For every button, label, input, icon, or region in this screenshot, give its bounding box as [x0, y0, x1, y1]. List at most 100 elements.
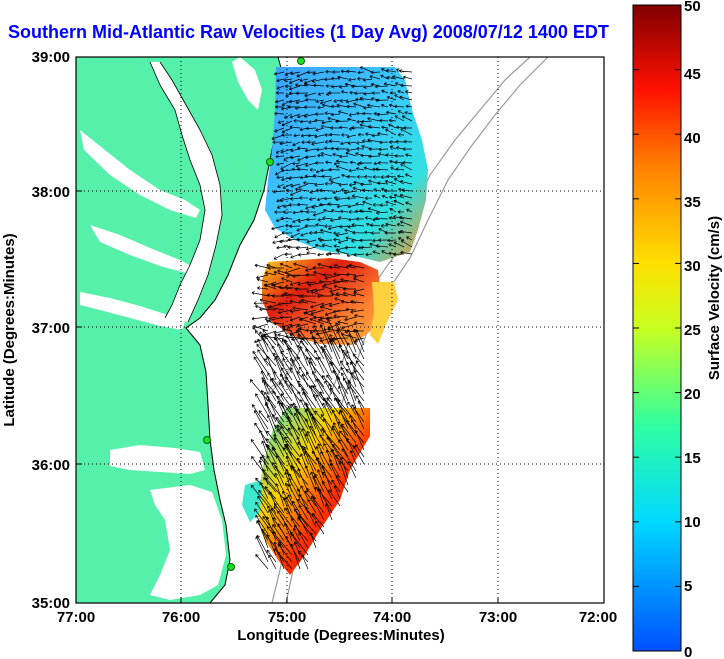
- velocity-arrow: [301, 554, 309, 570]
- velocity-arrow: [283, 113, 293, 119]
- velocity-arrow: [257, 338, 269, 360]
- x-axis-label: Longitude (Degrees:Minutes): [237, 627, 445, 644]
- velocity-arrow: [336, 249, 349, 255]
- velocity-arrow: [266, 455, 277, 472]
- velocity-arrow: [309, 231, 317, 235]
- velocity-arrow: [289, 383, 301, 409]
- potomac-river: [80, 130, 200, 218]
- velocity-arrow: [397, 210, 405, 214]
- velocity-arrow: [295, 187, 309, 192]
- velocity-arrow: [336, 204, 349, 209]
- velocity-arrow: [315, 446, 325, 465]
- velocity-arrow: [303, 446, 317, 472]
- x-tick-label: 74:00: [373, 609, 411, 626]
- velocity-arrow: [282, 210, 293, 214]
- velocity-arrow: [385, 200, 397, 206]
- velocity-arrow: [280, 216, 293, 221]
- velocity-arrow: [331, 76, 341, 81]
- colorbar-tick-label: 5: [684, 578, 692, 595]
- velocity-arrow: [349, 361, 365, 381]
- velocity-arrow: [264, 271, 277, 276]
- velocity-arrow: [296, 436, 309, 465]
- velocity-arrow: [354, 430, 365, 451]
- velocity-arrow: [324, 309, 341, 316]
- velocity-arrow: [370, 223, 381, 228]
- velocity-arrow: [287, 105, 301, 109]
- velocity-arrow: [304, 451, 317, 479]
- velocity-arrow: [284, 84, 293, 89]
- velocity-arrow: [266, 414, 277, 437]
- velocity-arrow: [262, 469, 277, 486]
- velocity-arrow: [262, 329, 277, 346]
- velocity-arrow: [360, 120, 373, 124]
- velocity-arrow: [375, 244, 389, 248]
- velocity-arrow: [306, 251, 317, 255]
- velocity-arrow: [279, 382, 293, 402]
- velocity-arrow: [290, 71, 301, 76]
- velocity-arrow: [359, 238, 373, 243]
- velocity-arrow: [398, 236, 405, 241]
- velocity-arrow: [355, 360, 365, 374]
- velocity-arrow: [321, 428, 341, 451]
- velocity-arrow: [304, 92, 317, 98]
- velocity-arrow: [298, 183, 309, 189]
- velocity-arrow: [318, 279, 333, 284]
- velocity-arrow: [346, 104, 357, 109]
- velocity-arrow: [300, 133, 309, 138]
- velocity-arrow: [399, 180, 413, 185]
- velocity-arrow: [347, 461, 357, 479]
- velocity-arrow: [368, 147, 381, 152]
- velocity-arrow: [289, 224, 301, 229]
- velocity-arrow: [375, 216, 389, 221]
- velocity-arrow: [333, 263, 349, 269]
- velocity-arrow: [325, 84, 332, 88]
- velocity-arrow: [394, 115, 405, 122]
- velocity-arrow: [276, 429, 293, 451]
- velocity-arrow: [309, 425, 325, 451]
- velocity-arrow: [267, 305, 285, 311]
- velocity-arrow: [280, 393, 293, 409]
- velocity-arrow: [395, 146, 405, 150]
- velocity-arrow: [333, 162, 341, 166]
- velocity-arrow: [301, 298, 317, 304]
- velocity-arrow: [340, 367, 349, 381]
- velocity-arrow: [325, 92, 333, 96]
- velocity-arrow: [266, 549, 277, 563]
- velocity-arrow: [397, 132, 405, 137]
- velocity-arrow: [349, 450, 357, 465]
- velocity-arrow: [396, 125, 405, 130]
- velocity-arrow: [370, 70, 381, 75]
- velocity-arrow: [344, 316, 357, 322]
- velocity-arrow: [324, 146, 333, 151]
- bathymetry-contour: [267, 349, 301, 396]
- velocity-arrow: [335, 475, 349, 493]
- velocity-arrow: [328, 167, 341, 172]
- velocity-arrow: [265, 477, 285, 500]
- velocity-arrow: [356, 175, 365, 179]
- velocity-arrow: [283, 244, 293, 249]
- velocity-arrow: [347, 379, 365, 402]
- velocity-arrow: [312, 265, 325, 270]
- velocity-arrow: [253, 301, 269, 306]
- velocity-arrow: [297, 468, 309, 493]
- velocity-arrow: [333, 284, 349, 290]
- velocity-arrow: [315, 99, 325, 104]
- chesapeake-bay: [150, 62, 222, 322]
- velocity-arrow: [328, 176, 341, 182]
- velocity-arrow: [267, 398, 285, 423]
- velocity-arrow: [402, 160, 413, 165]
- velocity-arrow: [363, 85, 373, 89]
- velocity-arrow: [304, 224, 317, 228]
- velocity-arrow: [332, 70, 340, 74]
- velocity-arrow: [357, 400, 365, 416]
- velocity-arrow: [316, 378, 333, 402]
- velocity-arrow: [315, 127, 325, 132]
- velocity-arrow: [353, 321, 365, 325]
- x-tick-label: 73:00: [479, 609, 517, 626]
- velocity-arrow: [315, 520, 325, 535]
- velocity-arrow: [385, 222, 397, 227]
- velocity-arrow: [292, 218, 301, 223]
- velocity-arrow: [371, 133, 381, 138]
- velocity-arrow: [329, 288, 341, 293]
- velocity-arrow: [289, 367, 301, 388]
